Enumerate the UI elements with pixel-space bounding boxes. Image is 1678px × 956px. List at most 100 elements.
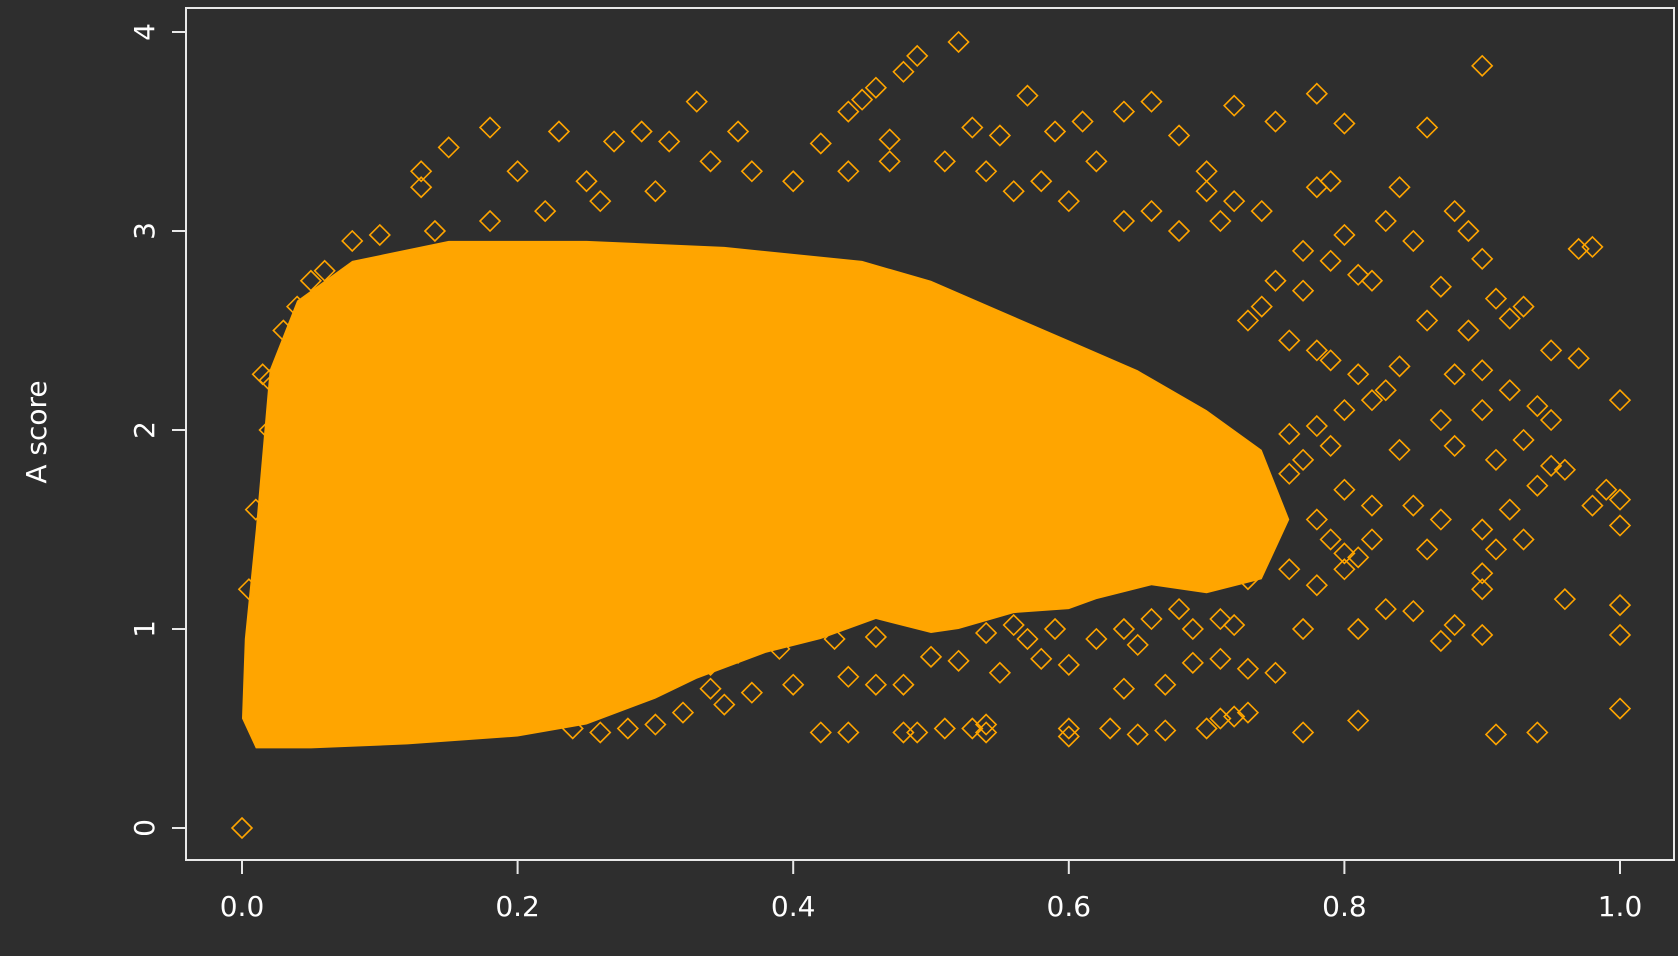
data-point xyxy=(1071,110,1094,133)
data-point xyxy=(1443,613,1466,637)
data-point xyxy=(1236,568,1260,591)
data-point xyxy=(1305,339,1328,362)
data-point xyxy=(1429,508,1452,531)
data-point xyxy=(1498,498,1521,521)
data-point xyxy=(1057,725,1080,748)
data-point xyxy=(864,625,888,649)
data-point xyxy=(947,649,970,672)
data-point xyxy=(506,160,529,183)
data-point xyxy=(1457,319,1480,342)
y-tick-label: 2 xyxy=(128,421,161,439)
data-point xyxy=(1291,239,1315,263)
data-point xyxy=(699,653,722,676)
data-point xyxy=(1347,617,1370,641)
data-point xyxy=(1471,359,1494,382)
data-point xyxy=(1333,542,1356,565)
data-point xyxy=(1016,627,1039,651)
data-point xyxy=(726,641,750,665)
data-point xyxy=(1112,100,1136,123)
data-point xyxy=(850,88,874,111)
data-point xyxy=(437,136,460,159)
data-point xyxy=(1333,398,1356,422)
data-point xyxy=(658,661,681,684)
data-point xyxy=(1030,647,1053,670)
data-point xyxy=(1333,478,1356,501)
data-point xyxy=(1526,474,1549,497)
x-tick-label: 0.2 xyxy=(495,890,540,923)
data-point xyxy=(1236,657,1260,680)
data-point xyxy=(1360,528,1384,551)
data-point xyxy=(1319,170,1342,193)
data-point xyxy=(602,130,626,153)
data-point xyxy=(251,363,274,386)
data-point xyxy=(1471,398,1494,422)
data-point xyxy=(1388,438,1411,462)
data-point xyxy=(410,160,433,183)
data-point xyxy=(1305,82,1328,105)
data-point xyxy=(1429,408,1452,432)
data-point xyxy=(1443,199,1466,223)
data-point xyxy=(1402,494,1425,517)
data-point xyxy=(1429,629,1452,653)
data-point xyxy=(919,645,943,668)
y-tick-label: 3 xyxy=(128,222,161,240)
data-point xyxy=(1250,199,1273,223)
data-point xyxy=(258,369,281,392)
data-point xyxy=(423,219,447,243)
data-point xyxy=(1471,247,1494,270)
data-point xyxy=(1167,597,1191,621)
data-point xyxy=(974,713,998,736)
data-point xyxy=(1250,295,1273,318)
data-point xyxy=(1126,723,1149,746)
data-point xyxy=(726,120,750,143)
data-point xyxy=(589,721,612,744)
data-point xyxy=(1347,709,1370,732)
data-point xyxy=(1209,209,1232,233)
data-point xyxy=(699,150,722,173)
data-point xyxy=(1043,120,1067,143)
data-point xyxy=(1319,349,1342,372)
data-point xyxy=(1484,448,1508,471)
data-point xyxy=(1209,607,1232,631)
data-point xyxy=(478,209,502,233)
data-point xyxy=(878,150,901,173)
data-point xyxy=(1264,661,1287,684)
data-point xyxy=(837,721,860,744)
data-point xyxy=(974,621,998,645)
data-point xyxy=(534,199,557,223)
data-point xyxy=(1278,462,1301,485)
data-point xyxy=(561,717,584,740)
data-point xyxy=(1167,124,1191,147)
dense-point-cloud xyxy=(242,240,1290,749)
data-point xyxy=(933,150,956,173)
data-point xyxy=(1167,219,1191,243)
data-point xyxy=(644,713,667,736)
data-point xyxy=(410,176,433,199)
x-axis: 0.0 0.2 0.4 0.6 0.8 1.0 xyxy=(220,860,1642,923)
data-point xyxy=(809,721,832,744)
data-point xyxy=(1305,176,1328,199)
data-point xyxy=(1223,94,1246,117)
data-point xyxy=(1319,528,1342,551)
y-tick-label: 4 xyxy=(128,23,161,41)
data-point xyxy=(906,44,929,68)
y-axis-title: A score xyxy=(20,380,53,483)
data-point xyxy=(974,160,998,183)
data-point xyxy=(1471,578,1494,601)
data-point xyxy=(1112,209,1136,233)
data-point xyxy=(1112,677,1136,700)
data-point xyxy=(685,90,708,113)
data-point xyxy=(1374,209,1397,233)
data-point xyxy=(837,160,860,183)
data-point xyxy=(1498,379,1521,402)
data-point xyxy=(1236,309,1260,332)
x-tick-label: 0.0 xyxy=(220,890,265,923)
data-point xyxy=(1002,180,1025,203)
data-point xyxy=(1608,697,1632,720)
data-point xyxy=(1429,275,1452,298)
data-point xyxy=(1484,538,1508,561)
data-point xyxy=(1085,150,1108,173)
data-point xyxy=(1471,518,1494,541)
data-point xyxy=(1539,408,1563,432)
